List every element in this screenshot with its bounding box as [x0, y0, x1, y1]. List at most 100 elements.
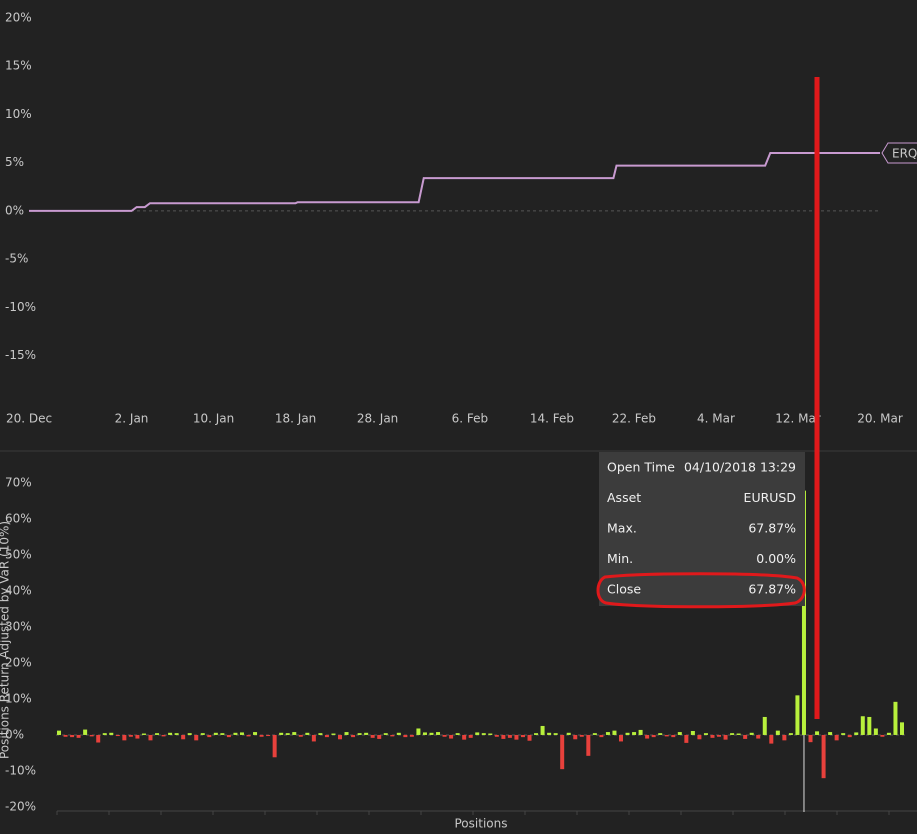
bar — [305, 732, 310, 735]
bar — [481, 733, 486, 735]
bar — [540, 725, 545, 735]
tooltip-label: Close — [607, 582, 641, 597]
bar — [377, 734, 382, 739]
bar — [592, 733, 597, 735]
bar — [109, 732, 114, 735]
bar — [501, 734, 506, 739]
bar — [449, 734, 454, 739]
bar — [808, 734, 813, 743]
y-tick-label: -10% — [5, 763, 36, 777]
x-axis-title: Positions — [455, 817, 508, 831]
tooltip-value: EURUSD — [744, 490, 796, 505]
y-tick-label: 5% — [5, 155, 24, 169]
line — [29, 152, 880, 212]
bar — [239, 732, 244, 735]
bar — [625, 732, 630, 735]
bar — [396, 732, 401, 735]
bar — [547, 732, 552, 735]
top-chart: -15% -10% -5% 0% 5% 10% 15% 20% 20. Dec 2. Jan 10.… — [5, 11, 917, 426]
bar — [226, 734, 231, 738]
tooltip-label: Open Time — [607, 460, 675, 475]
bar — [213, 732, 218, 735]
bar — [834, 734, 839, 741]
bar — [89, 734, 94, 737]
bar — [220, 733, 225, 735]
bar — [658, 733, 663, 735]
bar — [847, 734, 852, 738]
bar — [298, 734, 303, 737]
bar — [828, 732, 833, 735]
bar — [462, 734, 467, 740]
x-tick-label: 20. Mar — [857, 412, 903, 426]
bar — [135, 734, 140, 739]
bar — [560, 734, 565, 770]
tooltip: Open Time 04/10/2018 13:29 Asset EURUSD Max.… — [599, 452, 805, 606]
bar — [96, 734, 101, 743]
bar — [207, 734, 212, 738]
tooltip-value: 67.87% — [748, 582, 796, 597]
tooltip-label: Max. — [607, 521, 637, 536]
bar — [841, 733, 846, 735]
bar — [285, 733, 290, 735]
bar — [821, 734, 826, 779]
bar — [514, 734, 519, 740]
bar — [612, 730, 617, 735]
bar — [324, 734, 329, 738]
y-tick-label: 60% — [5, 511, 32, 525]
bar — [756, 734, 761, 739]
bar — [703, 733, 708, 735]
bar — [743, 734, 748, 739]
bar — [292, 732, 297, 735]
annotation-ellipse — [596, 572, 806, 609]
bar — [645, 734, 650, 739]
bar — [586, 734, 591, 756]
bar — [187, 733, 192, 735]
y-tick-label: -5% — [5, 252, 28, 266]
bar — [671, 734, 676, 738]
bottom-chart: -20% -10% 0% 10% 20% 30% 40% 50% 60% 70% — [5, 475, 907, 815]
bar — [357, 733, 362, 735]
bar — [429, 732, 434, 735]
bar — [266, 734, 271, 737]
bar — [573, 734, 578, 740]
bar — [168, 732, 173, 735]
bar — [632, 732, 637, 735]
bar — [76, 734, 81, 738]
bar — [311, 734, 316, 742]
tooltip-label: Asset — [607, 490, 641, 505]
bar — [815, 731, 820, 735]
bar — [194, 734, 199, 741]
bar — [775, 730, 780, 735]
bar — [181, 734, 186, 740]
bar — [801, 490, 806, 735]
x-tick-label: 20. Dec — [6, 412, 52, 426]
x-tick-label: 6. Feb — [452, 412, 489, 426]
bar — [736, 733, 741, 735]
bar — [749, 732, 754, 735]
bar — [390, 734, 395, 737]
bar — [416, 728, 421, 735]
bar — [70, 734, 75, 738]
bar — [344, 732, 349, 735]
y-tick-label: 70% — [5, 475, 32, 489]
bar — [403, 734, 408, 738]
bar — [717, 734, 722, 737]
x-tick-label: 28. Jan — [357, 412, 398, 426]
y-tick-label: 40% — [5, 583, 32, 597]
bar — [494, 734, 499, 737]
y-tick-label: 10% — [5, 691, 32, 705]
tooltip-box — [599, 452, 805, 606]
bar — [886, 732, 891, 735]
bar — [155, 733, 160, 735]
tooltip-value: 67.87% — [748, 521, 796, 536]
bar — [455, 733, 460, 735]
bar — [338, 734, 342, 740]
bar — [880, 734, 885, 737]
x-tick-label: 18. Jan — [275, 412, 316, 426]
bar — [723, 734, 728, 740]
x-tick-label: 12. Mar — [775, 412, 821, 426]
bar — [553, 733, 558, 735]
y-tick-label: 15% — [5, 59, 32, 73]
